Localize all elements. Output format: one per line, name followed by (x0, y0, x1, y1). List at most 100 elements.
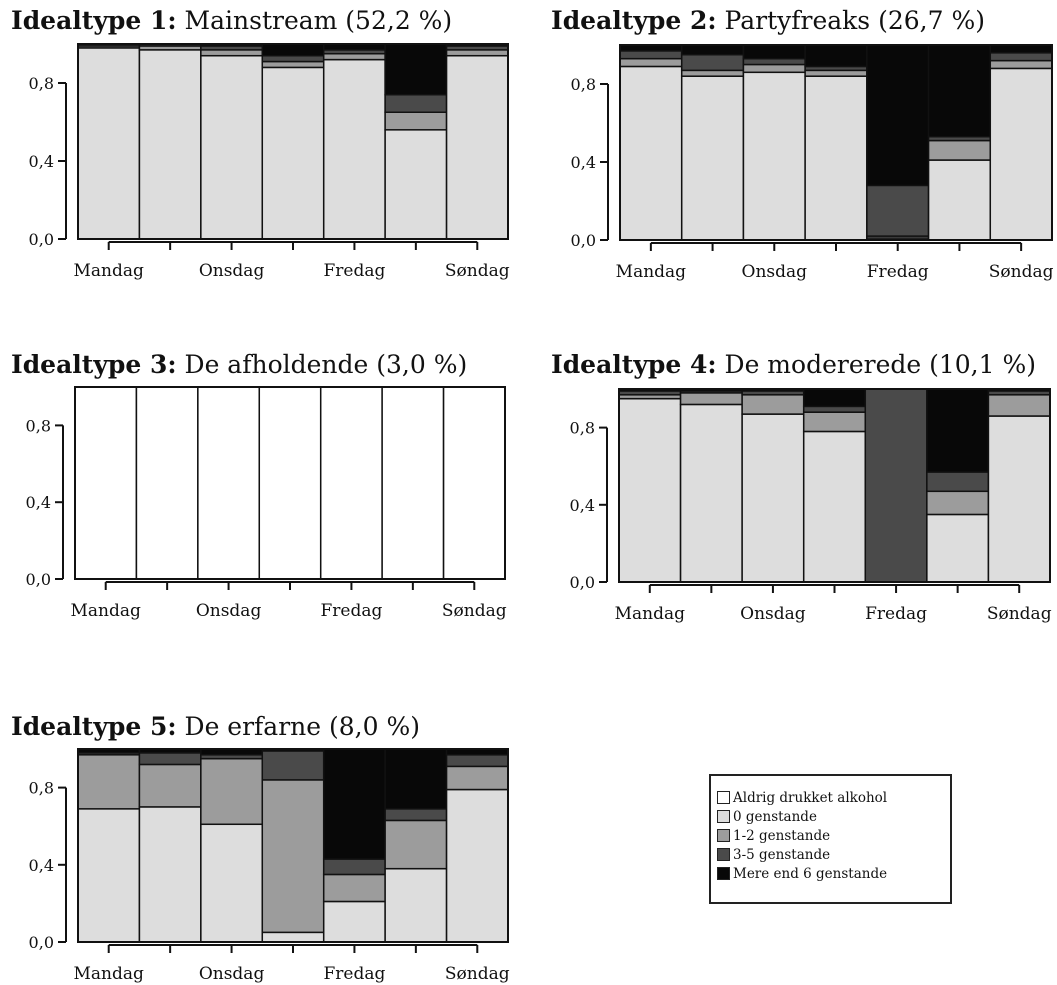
x-tick-label: Fredag (320, 601, 382, 621)
x-tick-label: Søndag (442, 601, 507, 621)
bar-segment (77, 808, 141, 943)
chart-title-text-2: Partyfreaks (26,7 %) (716, 6, 985, 35)
plot-frame (77, 43, 509, 240)
plot-frame (618, 388, 1051, 583)
bar-segment (384, 43, 448, 96)
x-tick-label: Onsdag (742, 262, 808, 282)
legend-swatch (717, 867, 730, 880)
bar-segment (864, 388, 928, 583)
y-tick-label: 0,8 (26, 416, 51, 435)
chart-title-bold-4: Idealtype 4: (551, 350, 717, 379)
x-tick-label: Onsdag (196, 601, 262, 621)
legend-item: Aldrig drukket alkohol (717, 788, 950, 807)
legend-swatch (717, 810, 730, 823)
x-tick-label: Søndag (445, 261, 510, 281)
bar-segment (200, 757, 264, 826)
chart-title-2: Idealtype 2: Partyfreaks (26,7 %) (551, 6, 985, 36)
x-tick-label: Mandag (616, 262, 687, 282)
legend-label: 0 genstande (733, 808, 817, 825)
bar-segment (926, 388, 990, 473)
y-tick-label: 0,4 (29, 152, 54, 171)
bar-segment (200, 823, 264, 943)
y-tick-label: 0,0 (570, 573, 595, 592)
bar-segment (989, 67, 1053, 241)
legend-label: 3-5 genstande (733, 846, 831, 863)
legend-item: 3-5 genstande (717, 845, 950, 864)
y-tick-label: 0,4 (26, 493, 51, 512)
y-tick-label: 0,8 (29, 74, 54, 93)
chart-title-3: Idealtype 3: De afholdende (3,0 %) (11, 350, 467, 380)
legend-item: Mere end 6 genstande (717, 864, 950, 883)
bar-segment (261, 779, 325, 934)
bar-segment (258, 386, 322, 580)
bar-segment (138, 763, 202, 808)
x-tick-label: Søndag (987, 604, 1052, 624)
x-tick-label: Søndag (989, 262, 1054, 282)
legend-item: 0 genstande (717, 807, 950, 826)
y-tick-label: 0,0 (29, 230, 54, 249)
bar-segment (138, 806, 202, 943)
bar-segment (927, 159, 992, 241)
bar-segment (445, 788, 509, 943)
bar-segment (384, 819, 448, 870)
x-tick-label: Mandag (74, 261, 145, 281)
x-tick-label: Mandag (74, 964, 145, 984)
plot-frame (619, 44, 1053, 241)
bar-segment (926, 513, 990, 583)
x-tick-label: Søndag (445, 964, 510, 984)
y-tick-label: 0,0 (571, 231, 596, 250)
chart-legend: Aldrig drukket alkohol 0 genstande 1-2 g… (709, 774, 952, 904)
x-tick-label: Mandag (615, 604, 686, 624)
legend-label: Aldrig drukket alkohol (733, 789, 888, 806)
y-tick-label: 0,0 (26, 570, 51, 589)
legend-label: 1-2 genstande (733, 827, 831, 844)
y-tick-label: 0,8 (571, 75, 596, 94)
chart-title-text-5: De erfarne (8,0 %) (176, 712, 420, 741)
bar-segment (261, 931, 325, 943)
x-tick-label: Fredag (323, 261, 385, 281)
bar-segment (987, 415, 1051, 583)
y-tick-label: 0,4 (571, 153, 596, 172)
bar-segment (384, 808, 448, 822)
y-tick-label: 0,8 (29, 779, 54, 798)
bar-segment (322, 900, 386, 943)
bar-segment (445, 765, 509, 791)
chart-title-text-3: De afholdende (3,0 %) (176, 350, 468, 379)
chart-title-bold-1: Idealtype 1: (11, 6, 177, 35)
bar-segment (322, 858, 386, 876)
legend-swatch (717, 848, 730, 861)
x-tick-label: Fredag (865, 604, 927, 624)
legend-item: 1-2 genstande (717, 826, 950, 845)
legend-label: Mere end 6 genstande (733, 865, 888, 882)
y-tick-label: 0,8 (570, 419, 595, 438)
bar-segment (319, 386, 383, 580)
bar-segment (261, 750, 325, 781)
x-tick-label: Onsdag (199, 261, 265, 281)
legend-swatch (717, 829, 730, 842)
plot-frame (77, 748, 509, 943)
x-tick-label: Mandag (71, 601, 142, 621)
chart-title-bold-5: Idealtype 5: (11, 712, 177, 741)
bar-segment (322, 873, 386, 903)
y-tick-label: 0,4 (570, 496, 595, 515)
x-tick-label: Fredag (867, 262, 929, 282)
chart-title-5: Idealtype 5: De erfarne (8,0 %) (11, 712, 420, 742)
plot-frame (74, 386, 506, 580)
bar-segment (445, 754, 509, 768)
bar-segment (138, 752, 202, 766)
chart-title-4: Idealtype 4: De modererede (10,1 %) (551, 350, 1036, 380)
chart-title-bold-2: Idealtype 2: (551, 6, 717, 35)
bar-segment (77, 754, 141, 810)
bar-segment (927, 44, 992, 138)
x-tick-label: Onsdag (199, 964, 265, 984)
bar-segment (384, 867, 448, 943)
chart-title-bold-3: Idealtype 3: (11, 350, 177, 379)
x-tick-label: Fredag (323, 964, 385, 984)
chart-title-text-1: Mainstream (52,2 %) (176, 6, 453, 35)
bar-segment (384, 748, 448, 810)
